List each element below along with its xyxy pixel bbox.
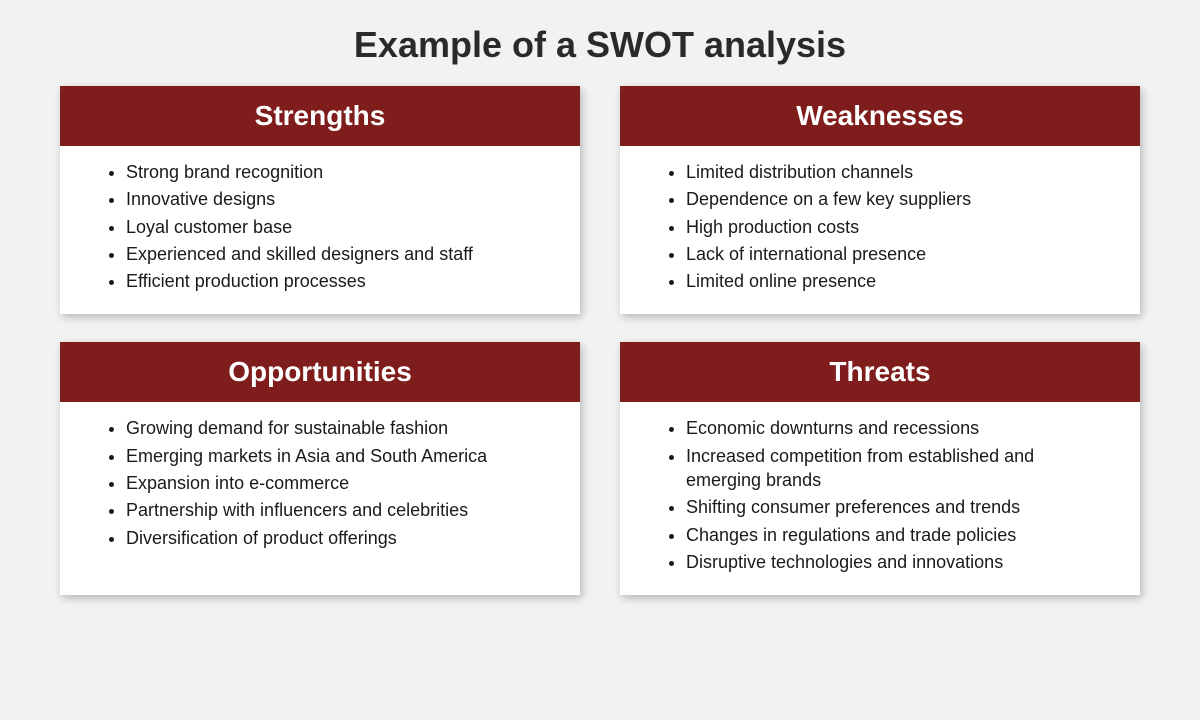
- opportunities-list: Growing demand for sustainable fashion E…: [108, 416, 548, 549]
- strengths-body: Strong brand recognition Innovative desi…: [60, 146, 580, 314]
- list-item: High production costs: [686, 215, 1108, 239]
- list-item: Diversification of product offerings: [126, 526, 548, 550]
- page-title: Example of a SWOT analysis: [60, 24, 1140, 66]
- opportunities-card: Opportunities Growing demand for sustain…: [60, 342, 580, 595]
- list-item: Efficient production processes: [126, 269, 548, 293]
- list-item: Experienced and skilled designers and st…: [126, 242, 548, 266]
- list-item: Growing demand for sustainable fashion: [126, 416, 548, 440]
- list-item: Disruptive technologies and innovations: [686, 550, 1108, 574]
- threats-body: Economic downturns and recessions Increa…: [620, 402, 1140, 595]
- strengths-header: Strengths: [60, 86, 580, 146]
- list-item: Limited online presence: [686, 269, 1108, 293]
- list-item: Limited distribution channels: [686, 160, 1108, 184]
- strengths-list: Strong brand recognition Innovative desi…: [108, 160, 548, 293]
- opportunities-body: Growing demand for sustainable fashion E…: [60, 402, 580, 570]
- list-item: Dependence on a few key suppliers: [686, 187, 1108, 211]
- list-item: Lack of international presence: [686, 242, 1108, 266]
- threats-header: Threats: [620, 342, 1140, 402]
- list-item: Changes in regulations and trade policie…: [686, 523, 1108, 547]
- swot-grid: Strengths Strong brand recognition Innov…: [60, 86, 1140, 595]
- weaknesses-list: Limited distribution channels Dependence…: [668, 160, 1108, 293]
- list-item: Shifting consumer preferences and trends: [686, 495, 1108, 519]
- weaknesses-card: Weaknesses Limited distribution channels…: [620, 86, 1140, 314]
- weaknesses-header: Weaknesses: [620, 86, 1140, 146]
- list-item: Economic downturns and recessions: [686, 416, 1108, 440]
- list-item: Expansion into e-commerce: [126, 471, 548, 495]
- opportunities-header: Opportunities: [60, 342, 580, 402]
- list-item: Innovative designs: [126, 187, 548, 211]
- strengths-card: Strengths Strong brand recognition Innov…: [60, 86, 580, 314]
- threats-card: Threats Economic downturns and recession…: [620, 342, 1140, 595]
- threats-list: Economic downturns and recessions Increa…: [668, 416, 1108, 574]
- list-item: Emerging markets in Asia and South Ameri…: [126, 444, 548, 468]
- list-item: Increased competition from established a…: [686, 444, 1108, 493]
- list-item: Strong brand recognition: [126, 160, 548, 184]
- list-item: Loyal customer base: [126, 215, 548, 239]
- list-item: Partnership with influencers and celebri…: [126, 498, 548, 522]
- weaknesses-body: Limited distribution channels Dependence…: [620, 146, 1140, 314]
